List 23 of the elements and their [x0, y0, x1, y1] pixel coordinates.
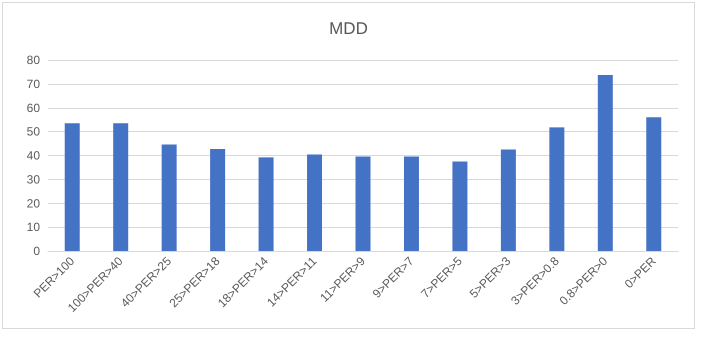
- bar: [404, 156, 419, 251]
- y-tick-label: 40: [26, 148, 40, 162]
- bar: [452, 161, 468, 251]
- bar: [307, 154, 322, 251]
- y-tick-label: 20: [26, 196, 40, 210]
- bar: [549, 127, 564, 251]
- y-tick-label: 30: [26, 172, 40, 186]
- y-tick-label: 50: [26, 124, 40, 139]
- bar: [210, 149, 226, 251]
- bar: [646, 117, 662, 251]
- chart-title: MDD: [329, 19, 368, 38]
- y-tick-label: 60: [26, 100, 40, 115]
- y-tick-label: 80: [26, 53, 40, 67]
- bar: [64, 123, 80, 251]
- y-tick-label: 10: [26, 220, 40, 234]
- bar: [113, 123, 128, 251]
- bar: [258, 157, 274, 251]
- bar: [598, 75, 613, 251]
- y-tick-label: 0: [33, 244, 40, 258]
- bar: [500, 150, 516, 251]
- y-tick-label: 70: [26, 76, 40, 91]
- bar: [162, 144, 177, 251]
- bar: [356, 156, 370, 251]
